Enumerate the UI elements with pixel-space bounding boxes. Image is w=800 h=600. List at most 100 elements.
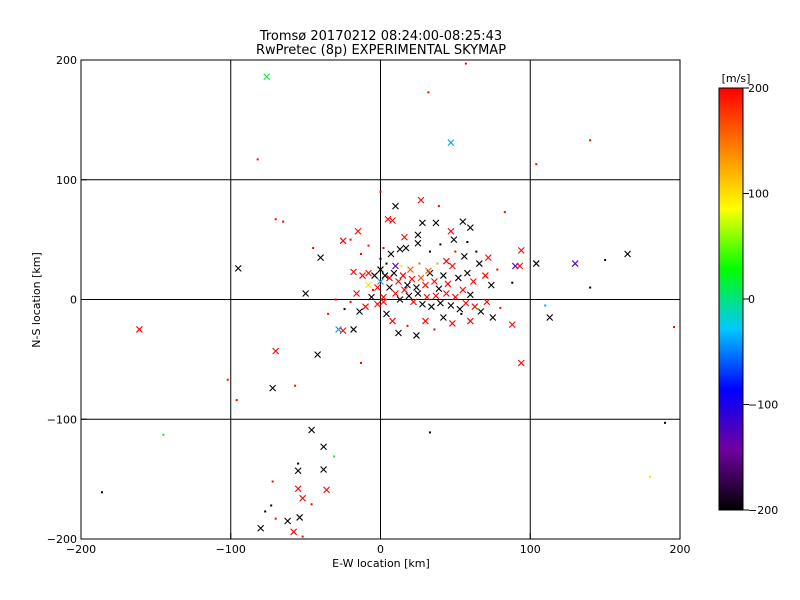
point-cross [371,272,378,279]
point-dot [439,243,442,246]
point-cross [302,290,310,297]
axis-ticks: −200 −100 0 100 200 −200 −100 0 100 200 [47,54,691,556]
point-cross [508,321,516,329]
colorbar-label: [m/s] [722,72,751,85]
point-cross [408,275,416,283]
point-cross [290,528,298,536]
point-dot [297,462,300,465]
point-dot [433,328,436,331]
point-cross [489,314,497,321]
point-cross [624,250,631,258]
colorbar-tick-label: 200 [748,82,769,95]
point-cross [440,314,447,321]
point-cross [459,286,467,294]
point-cross [374,300,381,308]
point-cross [380,293,387,301]
point-dot [604,258,607,261]
point-cross [320,443,327,451]
point-dot [274,218,277,221]
point-dot [418,262,421,265]
point-cross [314,351,321,358]
point-cross [350,326,357,333]
point-cross [257,524,265,532]
point-cross [374,284,381,291]
point-dot [511,281,514,284]
point-cross [234,264,242,272]
point-cross [437,299,444,307]
point-cross [380,298,387,306]
x-axis-label: E-W location [km] [332,557,430,570]
point-cross [444,280,452,288]
point-dot [544,304,547,307]
point-cross [396,296,404,303]
point-cross [417,274,425,282]
point-cross [414,290,422,297]
point-dot [427,91,430,94]
point-cross [377,266,384,273]
colorbar-tick-label: 0 [748,293,755,306]
point-cross [516,262,524,270]
point-dot [270,504,273,507]
point-cross [294,467,302,475]
y-tick-label: 100 [56,174,77,187]
point-cross [395,278,402,285]
point-cross [440,272,447,279]
point-cross [299,494,307,502]
point-cross [517,359,525,367]
point-dot [349,300,352,303]
point-dot [466,241,469,244]
point-cross [362,303,369,311]
point-cross [459,218,467,226]
point-cross [404,281,411,289]
colorbar-tick-label: −100 [748,399,778,412]
point-cross [425,267,432,275]
point-dot [367,244,370,247]
point-cross [294,485,302,493]
point-cross [466,317,474,325]
point-cross [365,269,372,277]
point-dot [589,139,592,142]
point-cross [413,284,420,291]
point-dot [343,308,346,311]
point-cross [381,272,389,279]
point-cross [417,196,425,204]
point-cross [419,300,426,308]
point-cross [353,290,360,297]
point-cross [483,298,491,306]
point-dot [428,431,431,434]
point-dot [327,312,330,315]
point-dot [334,298,337,301]
colorbar-tick-label: −200 [748,504,778,517]
point-cross [386,284,393,291]
point-cross [410,298,417,306]
point-dot [333,455,336,458]
point-cross [396,245,404,253]
point-cross [323,486,330,494]
point-cross [432,292,440,300]
x-tick-label: 200 [670,543,691,556]
point-dot [162,433,165,436]
point-dot [226,378,229,381]
point-dot [476,308,479,311]
colorbar [718,87,744,511]
point-cross [354,227,362,235]
point-cross [414,239,422,247]
point-cross [365,281,372,289]
point-dot [256,158,259,161]
chart-title: Tromsø 20170212 08:24:00-08:25:43 [259,29,502,44]
point-cross [422,317,429,325]
point-cross [350,268,357,276]
point-dot [274,517,277,520]
point-cross [335,326,342,333]
point-cross [517,247,525,254]
point-dot [437,205,440,208]
point-cross [389,217,396,224]
point-dot [372,288,375,291]
point-dot [673,326,676,329]
point-cross [435,285,443,293]
point-cross [339,327,347,335]
point-dot [406,324,409,327]
point-cross [383,310,390,318]
point-dot [379,190,382,193]
